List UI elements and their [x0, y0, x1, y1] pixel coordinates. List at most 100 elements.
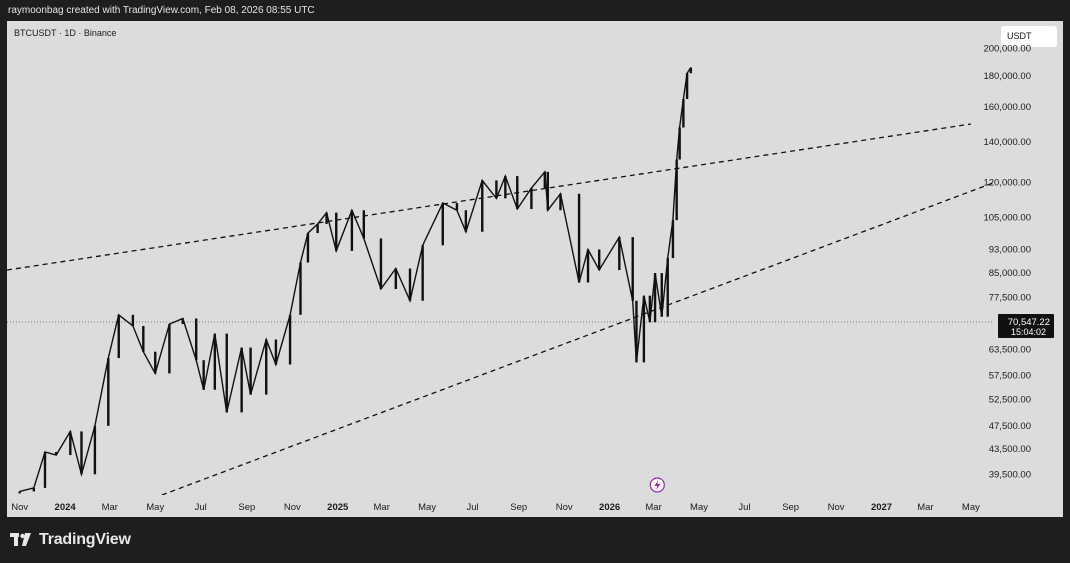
- x-axis-tick-label: Mar: [917, 502, 933, 513]
- y-axis-tick-label: 52,500.00: [989, 395, 1031, 406]
- price-candle: [335, 212, 338, 251]
- price-candle: [195, 318, 198, 361]
- tradingview-logo[interactable]: TradingView: [10, 531, 131, 549]
- price-candle: [685, 73, 689, 99]
- price-candle: [325, 212, 328, 224]
- currency-selector[interactable]: USDT: [1001, 26, 1057, 47]
- lightning-icon: [654, 480, 661, 490]
- y-axis-tick-label: 160,000.00: [983, 102, 1031, 113]
- price-series-line: [19, 67, 692, 493]
- price-candle: [362, 210, 366, 239]
- price-candle: [249, 347, 252, 395]
- price-candle: [142, 325, 145, 352]
- x-axis-tick-label: 2024: [55, 502, 77, 513]
- price-candle: [421, 245, 424, 301]
- price-candle: [495, 180, 498, 199]
- x-axis-tick-label: May: [146, 502, 164, 513]
- price-candle: [154, 351, 157, 374]
- price-candle: [32, 487, 36, 492]
- price-candle: [93, 425, 97, 475]
- price-candle: [18, 491, 21, 494]
- y-axis-tick-label: 93,000.00: [989, 244, 1031, 255]
- price-candle: [43, 451, 47, 488]
- x-axis-tick-label: Mar: [374, 502, 390, 513]
- price-candle: [666, 258, 669, 317]
- price-candle: [394, 268, 398, 290]
- symbol-label[interactable]: BTCUSDT · 1D · Binance: [14, 28, 117, 38]
- current-price-label: 70,547.22: [1008, 317, 1050, 328]
- x-axis-tick-label: Mar: [102, 502, 118, 513]
- price-candle: [530, 188, 533, 210]
- x-axis-tick-label: Jul: [738, 502, 750, 513]
- x-axis-tick-label: Sep: [238, 502, 255, 513]
- price-candle: [481, 180, 484, 232]
- price-candle: [586, 249, 590, 283]
- price-candle: [648, 295, 652, 323]
- price-candle: [131, 314, 135, 326]
- y-axis-tick-label: 57,500.00: [989, 371, 1031, 382]
- trendline-2[interactable]: [161, 181, 994, 495]
- tradingview-logo-icon: [10, 533, 31, 546]
- price-candle: [618, 237, 621, 271]
- price-candle: [316, 223, 319, 234]
- price-candle: [168, 324, 171, 374]
- price-candle: [635, 300, 638, 363]
- y-axis-tick-label: 105,000.00: [983, 213, 1031, 224]
- x-axis-tick-label: May: [690, 502, 708, 513]
- price-candle: [577, 193, 581, 283]
- price-candle: [69, 431, 72, 456]
- price-candle: [689, 67, 693, 74]
- price-candle: [543, 171, 547, 189]
- price-candle: [559, 193, 562, 211]
- price-candle: [682, 98, 685, 128]
- x-axis-tick-label: Jul: [466, 502, 478, 513]
- price-candle: [80, 431, 83, 475]
- price-candle: [379, 238, 383, 290]
- y-axis-tick-label: 39,500.00: [989, 469, 1031, 480]
- x-axis-tick-label: Mar: [645, 502, 661, 513]
- price-candle: [546, 171, 550, 211]
- footer: TradingView: [0, 517, 1070, 563]
- price-candle: [274, 339, 278, 365]
- x-axis-tick-label: Jul: [195, 502, 207, 513]
- x-axis-tick-label: 2026: [599, 502, 620, 513]
- price-candle: [181, 318, 184, 325]
- price-candle: [54, 451, 58, 456]
- price-candle: [671, 220, 675, 259]
- price-candle: [675, 159, 678, 221]
- price-candle: [240, 347, 243, 413]
- current-price-badge: [998, 314, 1054, 339]
- price-candle: [660, 273, 663, 317]
- price-candle: [678, 127, 681, 160]
- bar-countdown-label: 15:04:02: [1011, 327, 1046, 337]
- x-axis-tick-label: May: [962, 502, 980, 513]
- price-candle: [408, 268, 412, 301]
- x-axis-tick-label: Sep: [510, 502, 527, 513]
- price-candle: [299, 262, 302, 315]
- chart-panel[interactable]: BTCUSDT · 1D · Binance USDT: [7, 21, 1063, 517]
- price-candle: [225, 333, 228, 413]
- price-candle: [213, 333, 217, 390]
- price-candle: [653, 273, 657, 323]
- price-candle: [642, 295, 646, 363]
- trendline-1[interactable]: [7, 123, 972, 271]
- price-candle: [265, 339, 268, 395]
- tradingview-logo-text: TradingView: [39, 531, 131, 548]
- price-candle: [441, 203, 444, 246]
- y-axis-tick-label: 140,000.00: [983, 137, 1031, 148]
- x-axis-tick-label: Sep: [782, 502, 799, 513]
- price-candle: [631, 237, 634, 301]
- x-axis-tick-label: Nov: [828, 502, 845, 513]
- x-axis-tick-label: 2025: [327, 502, 349, 513]
- price-candle: [117, 314, 120, 359]
- y-axis-tick-label: 43,500.00: [989, 444, 1031, 455]
- y-axis-tick-label: 120,000.00: [983, 178, 1031, 189]
- price-candle: [455, 203, 459, 211]
- y-axis-tick-label: 77,500.00: [989, 292, 1031, 303]
- y-axis-tick-label: 180,000.00: [983, 71, 1031, 82]
- price-candle: [350, 210, 354, 251]
- y-axis-tick-label: 85,000.00: [989, 268, 1031, 279]
- price-candle: [504, 176, 507, 199]
- x-axis-tick-label: Nov: [556, 502, 573, 513]
